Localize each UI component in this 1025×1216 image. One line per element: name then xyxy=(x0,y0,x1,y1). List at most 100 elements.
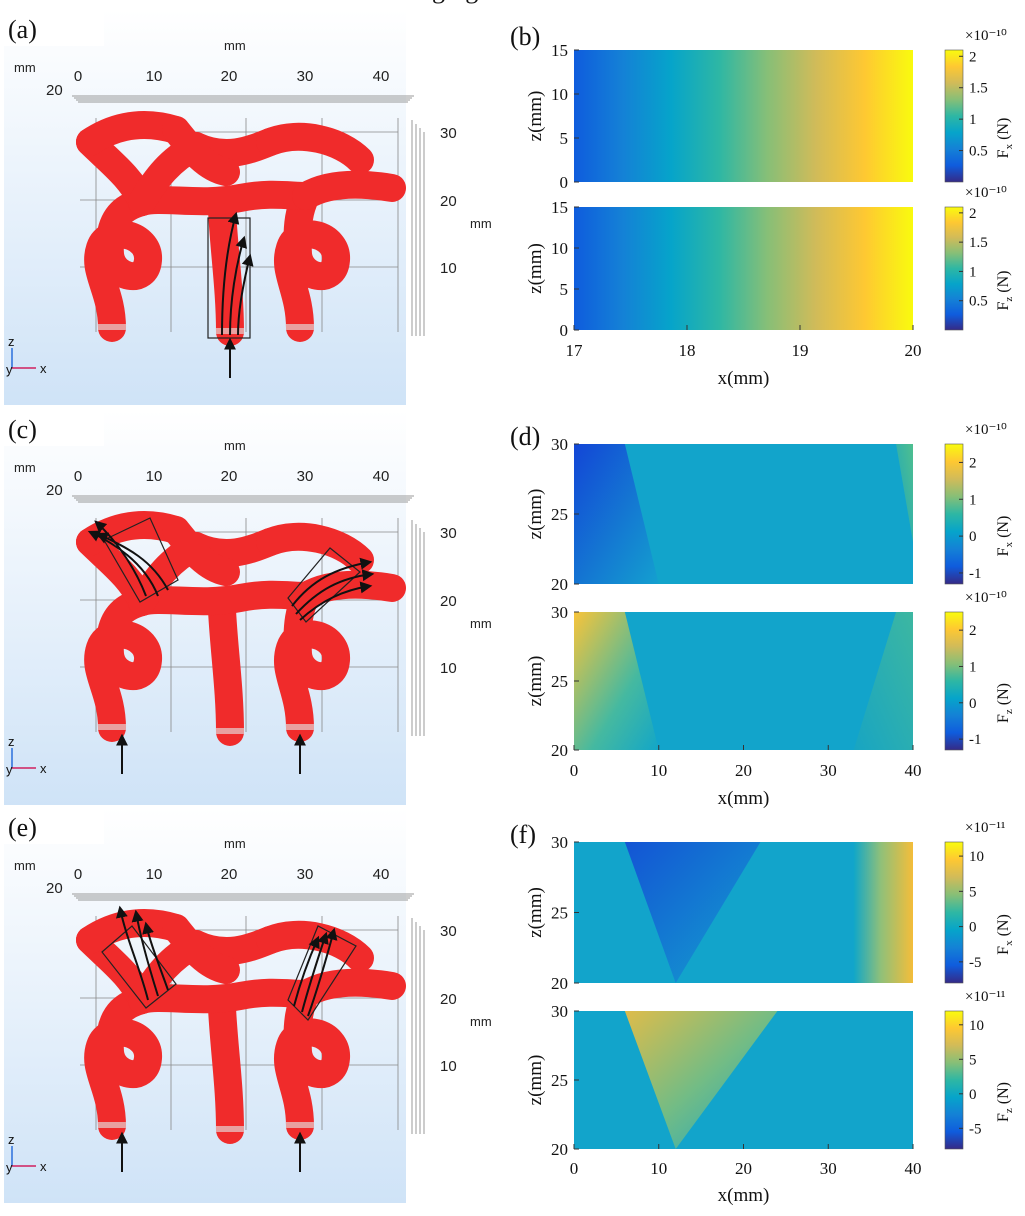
x-tick-label: 30 xyxy=(297,68,314,85)
streamline-arrow xyxy=(94,520,147,597)
triad-x-label: x xyxy=(40,1159,47,1174)
streamline-arrow xyxy=(237,253,254,336)
panel-label: (e) xyxy=(8,813,37,842)
y-tick-label: 5 xyxy=(560,129,569,148)
x-tick-label: 40 xyxy=(905,761,922,780)
vessel-segment xyxy=(292,170,406,210)
vessel-inlet-cap xyxy=(286,324,314,330)
streamline-arrow xyxy=(116,905,149,1001)
colorbar-tick-label: 5 xyxy=(969,884,977,900)
colorbar-label-unit: (N) xyxy=(995,1082,1012,1108)
vessel-segment xyxy=(84,188,162,342)
triad-z-label: z xyxy=(8,734,15,749)
y-tick-label: 25 xyxy=(551,904,568,923)
depth-axis-unit: mm xyxy=(14,460,36,475)
y-tick-label: 10 xyxy=(551,85,568,104)
y-tick-label: 25 xyxy=(551,505,568,524)
colorbar-label-unit: (N) xyxy=(995,270,1012,296)
z-tick-label: 10 xyxy=(440,660,457,677)
field-band-positive xyxy=(853,842,913,983)
vessel-segment xyxy=(292,570,406,610)
heatmap-plot: 20 25 30 z(mm) -5 0 5 10 ×10⁻¹¹ Fx (N) xyxy=(525,820,1015,993)
flow-region-box xyxy=(101,925,177,1009)
x-tick-label: 40 xyxy=(373,468,390,485)
heatmap-field xyxy=(574,50,913,182)
z-tick-label: 10 xyxy=(440,260,457,277)
colorbar-label-unit: (N) xyxy=(995,683,1012,709)
colorbar-label-sub: z xyxy=(1003,1108,1015,1113)
colorbar xyxy=(944,611,964,751)
panel-label-backdrop xyxy=(506,819,550,849)
vessel-inlet-cap xyxy=(98,1122,126,1128)
colorbar-tick-label: 10 xyxy=(969,849,984,865)
z-tick-label: 30 xyxy=(440,125,457,142)
panel-label: (c) xyxy=(8,415,37,444)
panel-label-backdrop xyxy=(4,410,104,446)
colorbar-tick-label: 0 xyxy=(969,696,977,712)
colorbar-label-main: F xyxy=(995,149,1012,158)
colorbar-exponent: ×10⁻¹⁰ xyxy=(965,28,1007,44)
streamline-arrow xyxy=(293,935,320,1007)
heatmap-panel-b: (b) 0 5 10 15 z(mm) 0.5 1 1.5 2 ×10⁻¹⁰ Fx (N) 0 5 10 15… xyxy=(506,21,1015,389)
x-tick-label: 18 xyxy=(679,341,696,360)
colorbar-label-unit: (N) xyxy=(995,516,1012,542)
streamline-arrow xyxy=(95,532,169,591)
heatmap-plot: 20 25 30 z(mm) -1 0 1 2 ×10⁻¹⁰ Fx (N) xyxy=(525,422,1015,594)
vessel-segment xyxy=(162,116,240,186)
vessel-segment xyxy=(273,980,350,1140)
triad-x-label: x xyxy=(40,361,47,376)
y-tick-label: 0 xyxy=(560,321,569,340)
vessel-inlet-cap xyxy=(98,724,126,730)
colorbar-label: Fx (N) xyxy=(995,118,1015,159)
vessel-segment xyxy=(84,986,162,1140)
vessel-segment xyxy=(292,968,406,1008)
depth-axis-unit: mm xyxy=(14,60,36,75)
model-panel-c: (c) mm mm 20 0 10 20 30 40 30 20 10 mm zy x xyxy=(4,410,492,805)
x-tick-label: 10 xyxy=(650,761,667,780)
y-tick-label: 30 xyxy=(551,603,568,622)
x-axis-label: x(mm) xyxy=(718,368,770,389)
colorbar-tick-label: -1 xyxy=(969,732,982,748)
field-wedge-positive xyxy=(896,444,913,542)
y-tick-label: 15 xyxy=(551,198,568,217)
heatmap-plot: 0 5 10 15 z(mm) 0.5 1 1.5 2 ×10⁻¹⁰ Fz (N) xyxy=(525,185,1015,340)
colorbar-label: Fz (N) xyxy=(995,683,1015,723)
x-tick-label: 20 xyxy=(735,761,752,780)
field-wedge-negative xyxy=(624,842,761,983)
z-axis-unit: mm xyxy=(470,1014,492,1029)
x-tick-label: 0 xyxy=(570,1159,579,1178)
panel-label-backdrop xyxy=(506,21,550,51)
y-axis-label: z(mm) xyxy=(525,887,546,938)
z-axis-unit: mm xyxy=(470,216,492,231)
panel-label-backdrop xyxy=(4,10,104,46)
panel-label-backdrop xyxy=(4,808,104,844)
vessel-segment xyxy=(256,122,374,174)
panel-label: (f) xyxy=(510,820,536,849)
colorbar-label: Fz (N) xyxy=(995,1082,1015,1122)
field-wedge-positive xyxy=(853,612,913,750)
x-tick-label: 10 xyxy=(650,1159,667,1178)
y-tick-label: 20 xyxy=(551,974,568,993)
y-axis-label: z(mm) xyxy=(525,243,546,294)
panel-label: (a) xyxy=(8,15,37,44)
colorbar-tick-label: 5 xyxy=(969,1052,977,1068)
x-tick-label: 0 xyxy=(74,468,82,485)
z-tick-label: 20 xyxy=(440,193,457,210)
triad-y-label: y xyxy=(6,362,13,377)
x-tick-label: 0 xyxy=(74,68,82,85)
colorbar-tick-label: 1 xyxy=(969,492,977,508)
z-tick-label: 20 xyxy=(440,593,457,610)
streamline-arrow xyxy=(301,931,329,1013)
colorbar xyxy=(944,443,964,585)
field-wedge-neutral xyxy=(862,444,913,584)
colorbar-label: Fx (N) xyxy=(995,914,1015,955)
z-tick-label: 30 xyxy=(440,525,457,542)
colorbar-label-sub: x xyxy=(1003,541,1015,547)
colorbar-exponent: ×10⁻¹¹ xyxy=(965,989,1005,1005)
x-tick-label: 40 xyxy=(905,1159,922,1178)
x-tick-label: 20 xyxy=(905,341,922,360)
colorbar xyxy=(944,1010,964,1150)
depth-tick: 20 xyxy=(46,482,63,499)
colorbar-tick-label: 2 xyxy=(969,455,977,471)
